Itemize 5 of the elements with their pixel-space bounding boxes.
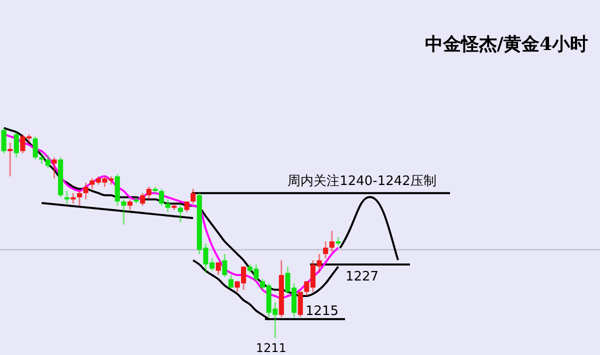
text: 1227 <box>345 270 379 284</box>
text: 1211 <box>256 341 286 355</box>
annotation: 1215 <box>305 304 339 320</box>
annotation: 周内关注1240-1242压制 <box>288 174 436 190</box>
text: 中金怪杰/黄金4小时 <box>424 34 588 55</box>
